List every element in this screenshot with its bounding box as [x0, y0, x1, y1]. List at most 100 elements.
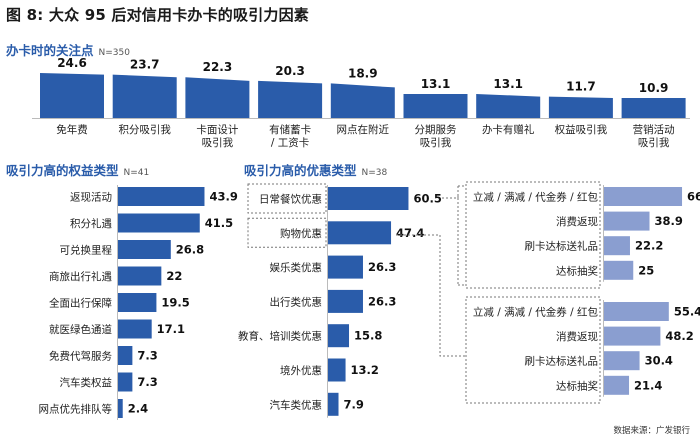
- daily-sub-value-0: 66.7: [687, 190, 700, 204]
- discount-chart-title: 吸引力高的优惠类型 N=38: [244, 163, 388, 178]
- benefit-label-5: 就医绿色通道: [49, 323, 112, 336]
- benefit-value-0: 43.9: [209, 190, 237, 204]
- benefit-value-2: 26.8: [176, 243, 204, 257]
- daily-sub-bar-3: [604, 260, 634, 280]
- top-value-6: 13.1: [493, 77, 523, 91]
- daily-sub-bar-0: [604, 187, 683, 206]
- benefit-value-3: 22: [166, 269, 182, 283]
- top-bar-0: [40, 73, 104, 118]
- daily-sub-label-1: 消费返现: [556, 215, 598, 228]
- top-label-4: 网点在附近: [337, 123, 390, 136]
- daily-sub-bar-2: [604, 236, 630, 256]
- top-value-1: 23.7: [130, 58, 160, 72]
- top-chart-n: N=350: [98, 48, 130, 58]
- top-value-0: 24.6: [57, 56, 87, 70]
- discount-label-2: 娱乐类优惠: [270, 261, 323, 274]
- top-label-0: 免年费: [56, 123, 88, 136]
- discount-label-box-1: [247, 217, 327, 248]
- discount-label-3: 出行类优惠: [270, 295, 323, 308]
- discount-value-3: 26.3: [368, 294, 396, 308]
- discount-label-box-0: [247, 183, 327, 214]
- shopping-sub-label-1: 消费返现: [556, 330, 598, 343]
- benefit-label-4: 全面出行保障: [49, 297, 112, 310]
- benefit-label-2: 可兑换里程: [60, 244, 113, 257]
- discount-bar-4: [328, 324, 350, 348]
- top-label-5: 分期服务: [415, 123, 457, 136]
- discount-value-2: 26.3: [368, 260, 396, 274]
- discount-bar-6: [328, 392, 339, 416]
- top-value-5: 13.1: [421, 77, 451, 91]
- benefit-bar-2: [118, 240, 171, 259]
- benefit-bar-8: [118, 399, 123, 418]
- top-label-3-line2: / 工资卡: [271, 136, 309, 149]
- daily-sub-value-3: 25: [638, 263, 654, 277]
- benefit-bar-7: [118, 372, 133, 392]
- discount-bar-2: [328, 255, 363, 279]
- shopping-sub-label-0: 立减 / 满减 / 代金券 / 红包: [473, 306, 599, 319]
- benefit-value-4: 19.5: [161, 296, 189, 310]
- discount-label-1: 购物优惠: [280, 227, 322, 240]
- daily-sub-bar-1: [604, 211, 650, 231]
- benefit-chart-title: 吸引力高的权益类型 N=41: [6, 163, 150, 178]
- top-bar-1: [112, 74, 177, 118]
- figure-title: 图 8: 大众 95 后对信用卡办卡的吸引力因素: [6, 6, 309, 24]
- top-label-5-line2: 吸引我: [420, 136, 452, 149]
- benefit-bar-3: [118, 266, 162, 286]
- benefit-value-7: 7.3: [137, 375, 157, 389]
- top-label-7: 权益吸引我: [555, 123, 608, 136]
- shopping-sub-value-2: 30.4: [645, 354, 673, 368]
- discount-bar-5: [328, 358, 346, 382]
- discount-label-0: 日常餐饮优惠: [259, 193, 322, 206]
- discount-chart-n: N=38: [361, 168, 388, 178]
- daily-sub-label-2: 刷卡达标送礼品: [525, 240, 599, 253]
- benefit-value-5: 17.1: [157, 322, 185, 336]
- shopping-sub-label-3: 达标抽奖: [556, 379, 598, 392]
- top-value-2: 22.3: [203, 60, 233, 74]
- benefit-label-7: 汽车类权益: [60, 376, 113, 389]
- benefit-value-1: 41.5: [205, 216, 233, 230]
- top-label-3: 有储蓄卡: [269, 123, 311, 136]
- discount-bar-1: [328, 221, 392, 245]
- discount-value-6: 7.9: [344, 397, 364, 411]
- discount-value-4: 15.8: [354, 329, 382, 343]
- top-bar-4: [330, 83, 395, 118]
- benefit-label-6: 免费代驾服务: [49, 350, 112, 363]
- benefit-bar-0: [118, 187, 205, 206]
- top-bar-5: [403, 94, 468, 118]
- top-label-8: 营销活动: [633, 123, 675, 136]
- top-label-6: 办卡有赠礼: [482, 123, 535, 136]
- benefit-label-3: 商旅出行礼遇: [49, 270, 112, 283]
- benefit-label-0: 返现活动: [70, 192, 112, 204]
- discount-value-0: 60.5: [413, 192, 441, 206]
- benefit-bar-5: [118, 319, 152, 339]
- top-bar-3: [258, 80, 323, 118]
- benefit-bar-4: [118, 293, 157, 312]
- benefit-bar-6: [118, 346, 133, 365]
- daily-sub-label-0: 立减 / 满减 / 代金券 / 红包: [473, 191, 599, 204]
- top-value-4: 18.9: [348, 66, 378, 80]
- discount-bar-3: [328, 289, 363, 313]
- daily-sub-value-2: 22.2: [635, 239, 663, 253]
- discount-value-5: 13.2: [351, 363, 379, 377]
- top-label-1: 积分吸引我: [118, 123, 171, 136]
- top-chart-title: 办卡时的关注点 N=350: [6, 43, 130, 58]
- top-bar-8: [621, 98, 686, 118]
- top-value-7: 11.7: [566, 80, 596, 94]
- source-note: 数据来源：广发银行: [613, 426, 690, 436]
- benefit-label-1: 积分礼遇: [70, 217, 112, 230]
- shopping-sub-value-1: 48.2: [665, 329, 693, 343]
- top-bar-2: [185, 77, 250, 118]
- connector-daily-h: [442, 196, 459, 199]
- benefit-bar-1: [118, 213, 200, 233]
- daily-sub-label-3: 达标抽奖: [556, 264, 598, 277]
- shopping-sub-value-0: 55.4: [674, 305, 700, 319]
- benefit-label-8: 网点优先排队等: [39, 403, 113, 416]
- benefit-chart-n: N=41: [123, 168, 150, 178]
- benefit-value-8: 2.4: [128, 402, 148, 416]
- daily-sub-value-1: 38.9: [655, 214, 683, 228]
- shopping-sub-label-2: 刷卡达标送礼品: [525, 355, 599, 368]
- discount-label-6: 汽车类优惠: [270, 398, 323, 411]
- top-value-8: 10.9: [639, 81, 669, 95]
- discount-label-5: 境外优惠: [280, 364, 322, 377]
